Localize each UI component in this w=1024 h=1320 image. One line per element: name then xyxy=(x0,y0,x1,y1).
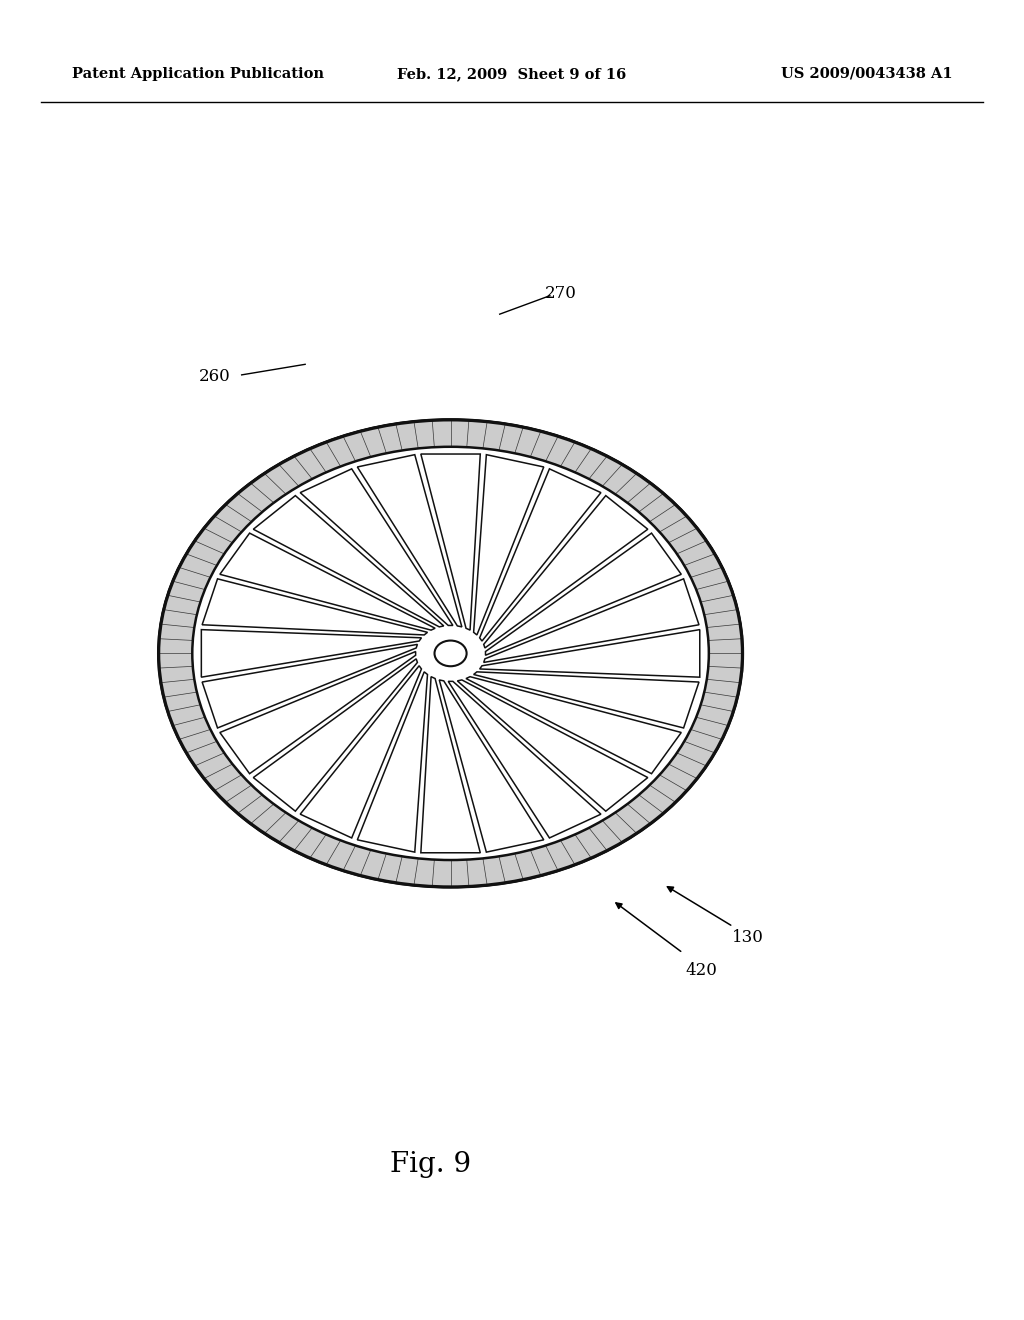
Text: 130: 130 xyxy=(731,929,764,945)
Ellipse shape xyxy=(159,420,742,887)
Text: US 2009/0043438 A1: US 2009/0043438 A1 xyxy=(780,67,952,81)
Polygon shape xyxy=(439,680,544,853)
Text: Fig. 9: Fig. 9 xyxy=(389,1151,471,1177)
Polygon shape xyxy=(357,454,462,627)
Ellipse shape xyxy=(159,420,742,887)
Polygon shape xyxy=(449,681,601,838)
Polygon shape xyxy=(485,533,681,655)
Polygon shape xyxy=(300,665,422,838)
Polygon shape xyxy=(300,469,453,626)
Ellipse shape xyxy=(193,446,709,861)
Polygon shape xyxy=(483,495,648,648)
Polygon shape xyxy=(202,644,418,727)
Polygon shape xyxy=(421,454,480,630)
Polygon shape xyxy=(421,677,480,853)
Polygon shape xyxy=(357,672,427,853)
Polygon shape xyxy=(466,677,681,774)
Polygon shape xyxy=(220,652,416,774)
Text: Feb. 12, 2009  Sheet 9 of 16: Feb. 12, 2009 Sheet 9 of 16 xyxy=(397,67,627,81)
Polygon shape xyxy=(474,454,544,635)
Text: 420: 420 xyxy=(685,962,718,978)
Polygon shape xyxy=(483,579,699,663)
Text: 270: 270 xyxy=(545,285,578,301)
Polygon shape xyxy=(220,533,435,630)
Polygon shape xyxy=(202,579,427,635)
Polygon shape xyxy=(474,672,699,727)
Text: Patent Application Publication: Patent Application Publication xyxy=(72,67,324,81)
Polygon shape xyxy=(202,630,422,677)
Polygon shape xyxy=(479,630,699,677)
Polygon shape xyxy=(253,495,443,627)
Text: 260: 260 xyxy=(199,368,231,384)
Ellipse shape xyxy=(434,640,467,667)
Polygon shape xyxy=(458,680,648,812)
Polygon shape xyxy=(253,659,418,812)
Polygon shape xyxy=(479,469,601,642)
Polygon shape xyxy=(160,420,741,672)
